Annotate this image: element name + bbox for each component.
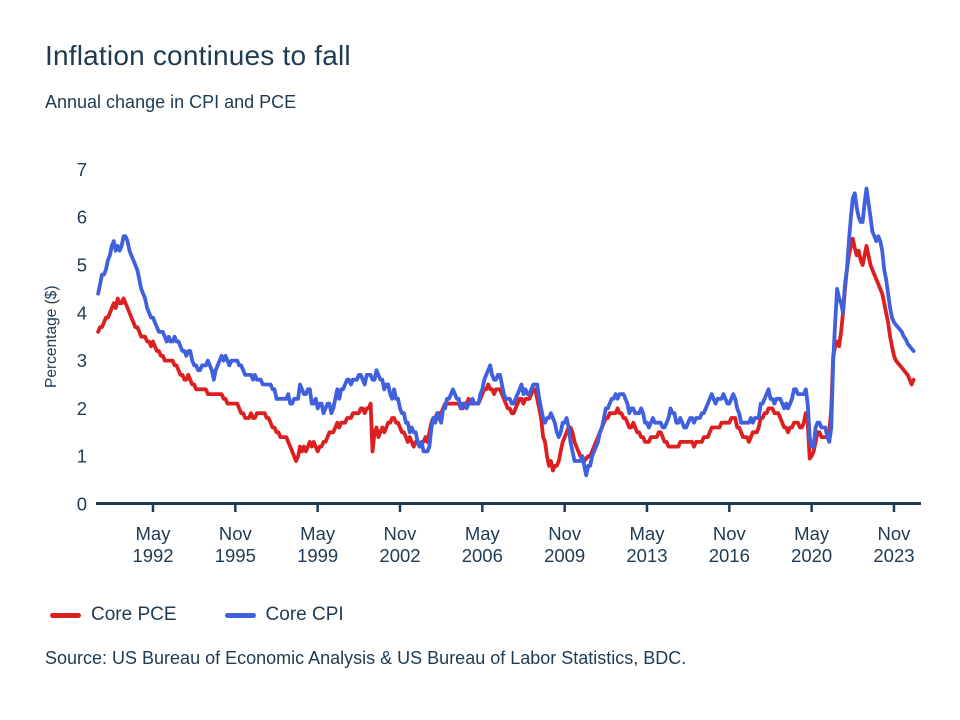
legend-item-core-pce: Core PCE bbox=[50, 604, 177, 626]
x-tick-label-year: 1992 bbox=[132, 545, 173, 566]
series-line-core-pce bbox=[96, 236, 916, 473]
source-note: Source: US Bureau of Economic Analysis &… bbox=[45, 648, 687, 668]
legend-label-core-cpi: Core CPI bbox=[265, 604, 344, 625]
y-tick-label: 6 bbox=[77, 207, 87, 228]
y-axis-title: Percentage ($) bbox=[43, 285, 60, 388]
x-tick-label-month: Nov bbox=[713, 523, 747, 544]
y-tick-label: 0 bbox=[77, 494, 87, 515]
y-tick-label: 2 bbox=[77, 398, 87, 419]
core-cpi-swatch-icon bbox=[224, 612, 256, 618]
y-tick-label: 3 bbox=[77, 350, 87, 371]
x-tick-label-month: May bbox=[630, 523, 666, 544]
x-tick-label-year: 1999 bbox=[297, 545, 338, 566]
y-tick-label: 1 bbox=[77, 446, 87, 467]
x-tick-label-month: May bbox=[136, 523, 172, 544]
y-tick-label: 4 bbox=[77, 302, 87, 323]
x-tick-label-month: May bbox=[465, 523, 501, 544]
x-tick-label-year: 2006 bbox=[462, 545, 503, 566]
chart-legend: Core PCE Core CPI bbox=[50, 604, 344, 626]
page-title: Inflation continues to fall bbox=[45, 40, 351, 71]
x-tick-label-year: 2020 bbox=[791, 545, 832, 566]
x-tick-label-month: Nov bbox=[384, 523, 418, 544]
core-pce-swatch-icon bbox=[50, 612, 81, 618]
x-tick-label-month: May bbox=[300, 523, 336, 544]
page-subtitle: Annual change in CPI and PCE bbox=[45, 92, 297, 112]
x-tick-label-year: 2016 bbox=[709, 545, 750, 566]
y-tick-label: 5 bbox=[77, 255, 87, 276]
series-line-core-cpi bbox=[96, 186, 916, 478]
x-tick-label-month: Nov bbox=[548, 523, 582, 544]
x-tick-label-month: Nov bbox=[878, 523, 912, 544]
x-tick-label-year: 2002 bbox=[379, 545, 420, 566]
x-tick-label-year: 2023 bbox=[873, 545, 914, 566]
legend-item-core-cpi: Core CPI bbox=[224, 604, 344, 626]
x-tick-label-month: Nov bbox=[219, 523, 253, 544]
x-tick-label-year: 2009 bbox=[544, 545, 585, 566]
x-tick-label-year: 1995 bbox=[215, 545, 256, 566]
y-tick-label: 7 bbox=[77, 159, 87, 180]
legend-label-core-pce: Core PCE bbox=[91, 604, 177, 625]
x-tick-label-year: 2013 bbox=[626, 545, 667, 566]
x-tick-label-month: May bbox=[794, 523, 830, 544]
